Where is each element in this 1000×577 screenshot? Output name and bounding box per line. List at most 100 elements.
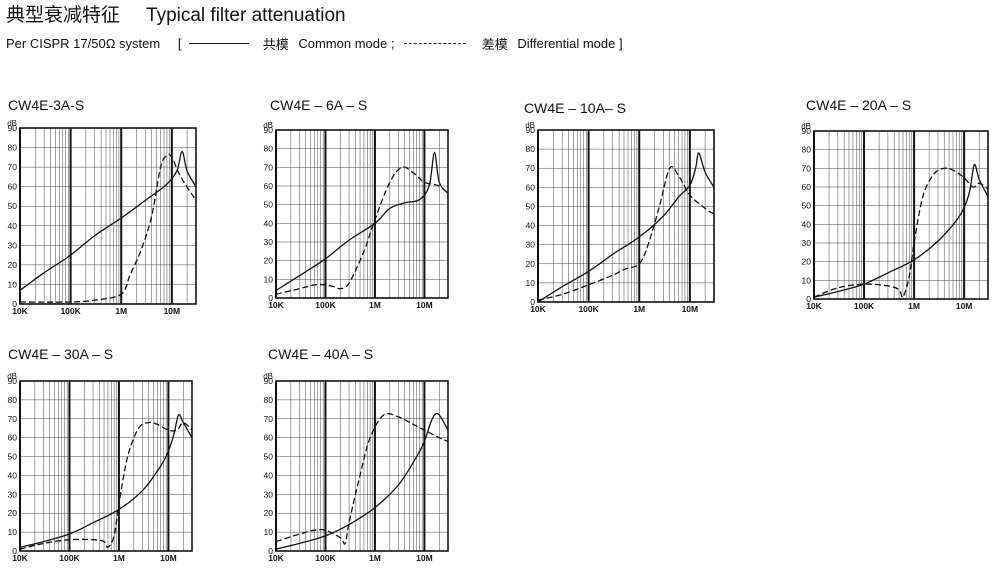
y-tick-label: 30 [526, 240, 536, 250]
y-tick-label: 30 [264, 489, 274, 499]
y-tick-label: 10 [802, 275, 812, 285]
x-tick-label: 100K [854, 301, 875, 311]
x-tick-labels: 10K 100K 1M 10M [530, 304, 698, 314]
y-tick-label: 80 [802, 145, 812, 155]
y-tick-label: 0 [268, 546, 273, 556]
y-tick-labels: 0 10 20 30 40 50 60 70 80 90 [802, 126, 812, 304]
y-tick-label: 80 [526, 144, 536, 154]
y-tick-label: 40 [526, 221, 536, 231]
y-axis-unit: dB [7, 119, 17, 128]
differential-mode-line [537, 165, 715, 301]
y-tick-label: 70 [8, 162, 18, 172]
y-tick-label: 20 [526, 259, 536, 269]
y-tick-label: 20 [8, 260, 18, 270]
plot-frame [813, 130, 989, 300]
plot-frame [537, 129, 715, 303]
common-mode-line [275, 151, 449, 292]
y-tick-label: 0 [12, 546, 17, 556]
x-tick-label: 1M [633, 304, 645, 314]
y-tick-labels: 0 10 20 30 40 50 60 70 80 90 [264, 125, 274, 303]
y-tick-label: 50 [526, 201, 536, 211]
x-tick-label: 10K [12, 553, 28, 563]
y-tick-label: 90 [8, 123, 18, 133]
grid [19, 380, 192, 552]
chart-title-6a: CW4E – 6A – S [270, 97, 368, 113]
y-tick-label: 90 [802, 126, 812, 136]
plot-frame [19, 127, 197, 305]
y-tick-label: 70 [264, 162, 274, 172]
y-axis-unit: dB [525, 121, 535, 130]
y-tick-labels: 0 10 20 30 40 50 60 70 80 90 [264, 376, 274, 556]
y-tick-label: 80 [8, 395, 18, 405]
x-tick-label: 100K [59, 553, 80, 563]
grid [275, 129, 448, 299]
plot-frame [19, 380, 193, 552]
grid [19, 127, 196, 305]
y-tick-label: 70 [802, 163, 812, 173]
grid [537, 129, 714, 303]
x-tick-label: 10M [160, 553, 177, 563]
y-tick-labels: 0 10 20 30 40 50 60 70 80 90 [8, 123, 18, 309]
differential-mode-line [275, 412, 449, 545]
legend-diff-cn: 差模 [481, 37, 508, 52]
x-tick-label: 10M [164, 306, 181, 316]
y-tick-label: 30 [264, 237, 274, 247]
plot-frame [275, 380, 449, 552]
x-tick-labels: 10K 100K 1M 10M [12, 553, 176, 563]
common-mode-line [813, 163, 989, 298]
x-tick-label: 100K [315, 300, 336, 310]
y-axis-unit: dB [263, 121, 273, 130]
chart-title-40a: CW4E – 40A – S [268, 346, 374, 362]
y-tick-label: 50 [264, 200, 274, 210]
x-tick-label: 10M [956, 301, 973, 311]
page-title: 典型衰减特征 Typical filter attenuation [6, 0, 346, 27]
legend-common-cn: 共模 [262, 37, 289, 52]
y-tick-label: 10 [264, 274, 274, 284]
y-tick-label: 10 [8, 279, 18, 289]
legend-solid-line [189, 43, 250, 44]
legend-bracket: [ [177, 36, 182, 51]
y-tick-label: 50 [264, 452, 274, 462]
legend-prefix: Per CISPR 17/50Ω system [6, 36, 161, 51]
y-axis-unit: dB [263, 372, 273, 381]
chart-title-3a: CW4E-3A-S [8, 97, 85, 113]
y-tick-label: 60 [264, 433, 274, 443]
chart-title-20a: CW4E – 20A – S [806, 97, 912, 113]
differential-mode-line [19, 153, 197, 303]
y-tick-label: 0 [12, 299, 17, 309]
x-tick-label: 10K [268, 300, 284, 310]
common-mode-line [537, 152, 715, 303]
y-tick-label: 70 [264, 414, 274, 424]
y-tick-label: 20 [264, 256, 274, 266]
x-tick-label: 10M [682, 304, 699, 314]
x-tick-label: 10M [416, 300, 433, 310]
x-tick-label: 1M [369, 553, 381, 563]
y-tick-label: 70 [526, 163, 536, 173]
x-tick-label: 10K [12, 306, 28, 316]
grid [813, 130, 988, 300]
y-tick-label: 40 [802, 219, 812, 229]
common-mode-line [19, 413, 193, 548]
y-tick-label: 40 [264, 218, 274, 228]
x-tick-label: 1M [115, 306, 127, 316]
x-tick-labels: 10K 100K 1M 10M [806, 301, 972, 311]
chart-title-10a: CW4E – 10A– S [524, 100, 626, 116]
x-tick-label: 1M [369, 300, 381, 310]
y-tick-label: 40 [8, 221, 18, 231]
y-tick-label: 40 [8, 470, 18, 480]
y-tick-label: 0 [268, 293, 273, 303]
y-tick-label: 20 [8, 508, 18, 518]
y-tick-label: 60 [526, 182, 536, 192]
x-tick-label: 100K [60, 306, 81, 316]
x-tick-label: 100K [578, 304, 599, 314]
y-axis-unit: dB [801, 122, 811, 131]
differential-mode-line [19, 421, 193, 550]
y-tick-labels: 0 10 20 30 40 50 60 70 80 90 [8, 376, 18, 556]
y-tick-label: 0 [530, 297, 535, 307]
legend-common-en: Common mode ; [298, 36, 395, 51]
x-tick-label: 1M [113, 553, 125, 563]
y-tick-label: 20 [802, 257, 812, 267]
